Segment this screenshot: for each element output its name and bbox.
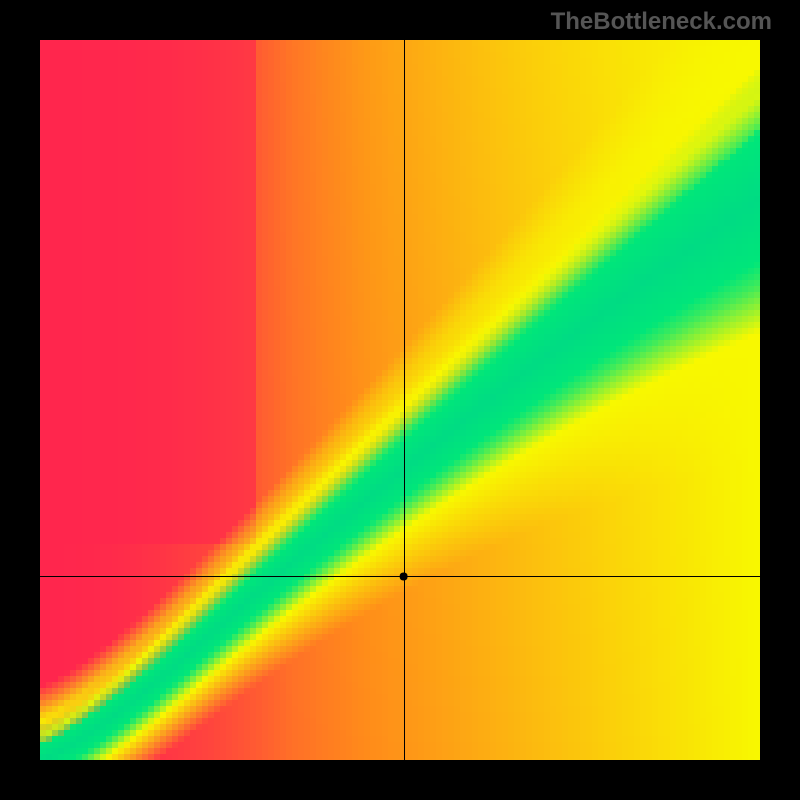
bottleneck-heatmap <box>40 40 760 760</box>
plot-frame <box>40 40 760 760</box>
chart-container: TheBottleneck.com <box>0 0 800 800</box>
watermark-text: TheBottleneck.com <box>551 8 772 36</box>
